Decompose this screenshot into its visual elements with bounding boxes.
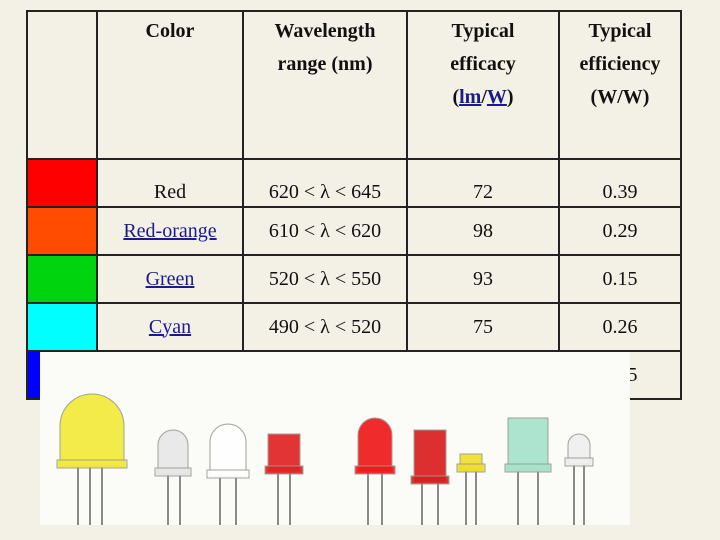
mint-rect-led (507, 417, 549, 471)
efficiency-value-cell: 0.26 (558, 302, 682, 352)
color-swatch-cell (26, 206, 98, 256)
watt-link[interactable]: W (486, 86, 507, 108)
red-round-led (357, 417, 393, 473)
red-square-led-rim (264, 465, 304, 475)
wavelength-range-cell: 520 < λ < 550 (242, 254, 408, 304)
wavelength-range-cell: 490 < λ < 520 (242, 302, 408, 352)
table-row: Green 520 < λ < 550 93 0.15 (26, 254, 682, 304)
color-name: Red (153, 181, 187, 203)
paren-close: ) (506, 86, 514, 108)
color-swatch-cell (26, 302, 98, 352)
efficacy-value-cell: 72 (406, 158, 560, 208)
header-efficiency: Typical efficiency (W/W) (558, 10, 682, 160)
color-swatch-cell (26, 158, 98, 208)
efficiency-value-cell: 0.39 (558, 158, 682, 208)
efficiency-value: 0.15 (602, 267, 638, 290)
wavelength-range-cell: 620 < λ < 645 (242, 158, 408, 208)
color-name-cell: Cyan (96, 302, 244, 352)
header-efficacy-line3: (lm/W) (408, 81, 558, 114)
paren-open: ( (452, 86, 460, 108)
color-name[interactable]: Cyan (148, 315, 192, 338)
led-color-table: Color Wavelength range (nm) Typical effi… (26, 10, 682, 400)
color-name-cell: Green (96, 254, 244, 304)
white-led (209, 423, 247, 477)
wavelength-range: 520 < λ < 550 (268, 267, 382, 290)
red-round-led-rim (354, 465, 396, 475)
red-rect-led-rim (410, 475, 450, 485)
efficacy-value: 72 (473, 181, 493, 203)
clear-led-rim (154, 467, 192, 477)
efficiency-value: 0.26 (602, 315, 638, 338)
efficacy-value-cell: 98 (406, 206, 560, 256)
clear-led (157, 429, 189, 475)
small-yellow-led-rim (456, 463, 486, 473)
color-swatch-cell (26, 254, 98, 304)
color-name[interactable]: Red-orange (123, 219, 217, 242)
header-color: Color (96, 10, 244, 160)
small-clear-led (567, 433, 591, 465)
header-wavelength: Wavelength range (nm) (242, 10, 408, 160)
header-color-label: Color (145, 20, 195, 42)
header-efficacy-line1: Typical (451, 20, 515, 42)
header-efficiency-line3: (W/W) (590, 86, 650, 108)
efficacy-value: 75 (473, 315, 493, 338)
red-rect-led (413, 429, 447, 483)
wavelength-range: 620 < λ < 645 (268, 181, 382, 203)
mint-rect-led-rim (504, 463, 552, 473)
efficacy-value-cell: 75 (406, 302, 560, 352)
yellow-led (59, 393, 125, 467)
efficiency-value-cell: 0.15 (558, 254, 682, 304)
efficacy-value: 98 (473, 219, 493, 242)
table-row: Cyan 490 < λ < 520 75 0.26 (26, 302, 682, 352)
wavelength-range-cell: 610 < λ < 620 (242, 206, 408, 256)
efficacy-value-cell: 93 (406, 254, 560, 304)
yellow-led-rim (56, 459, 128, 469)
header-efficacy: Typical efficacy (lm/W) (406, 10, 560, 160)
efficacy-value: 93 (473, 267, 493, 290)
slash: / (481, 86, 487, 108)
table-row: Red 620 < λ < 645 72 0.39 (26, 158, 682, 208)
wavelength-range: 490 < λ < 520 (268, 315, 382, 338)
header-efficacy-line2: efficacy (450, 53, 516, 75)
efficiency-value: 0.29 (602, 219, 638, 242)
table-row: Red-orange 610 < λ < 620 98 0.29 (26, 206, 682, 256)
header-wavelength-line2: range (nm) (277, 53, 373, 75)
table-header-row: Color Wavelength range (nm) Typical effi… (26, 10, 682, 160)
efficiency-value: 0.39 (602, 181, 638, 203)
header-efficiency-line2: efficiency (579, 53, 661, 75)
small-clear-led-rim (564, 457, 594, 467)
white-led-rim (206, 469, 250, 479)
color-name-cell: Red-orange (96, 206, 244, 256)
header-efficiency-line1: Typical (588, 20, 652, 42)
efficiency-value-cell: 0.29 (558, 206, 682, 256)
header-wavelength-line1: Wavelength (274, 20, 376, 42)
color-name[interactable]: Green (145, 267, 195, 290)
color-name-cell: Red (96, 158, 244, 208)
led-photo (40, 352, 630, 525)
lumen-link[interactable]: lm (459, 86, 482, 108)
header-swatch-cell (26, 10, 98, 160)
wavelength-range: 610 < λ < 620 (268, 219, 382, 242)
